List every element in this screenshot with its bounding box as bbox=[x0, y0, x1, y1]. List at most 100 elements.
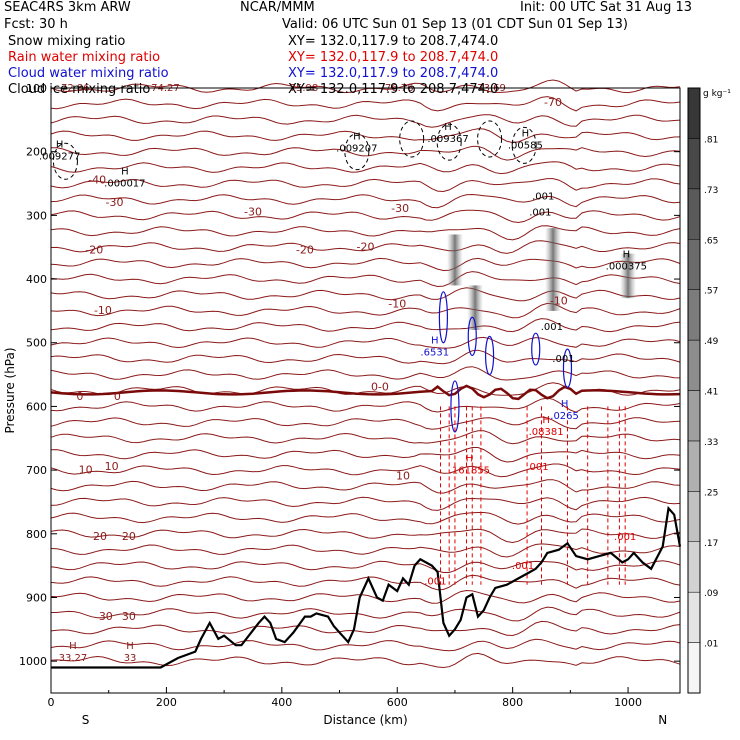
x-tick-label: 600 bbox=[387, 696, 408, 709]
colorbar-segment bbox=[687, 138, 701, 190]
isotherm-line bbox=[50, 225, 681, 241]
forecast-hour: Fcst: 30 h bbox=[4, 17, 68, 32]
max-marker: H bbox=[353, 132, 361, 143]
isotherm-top-value: -75.98 bbox=[286, 83, 318, 94]
max-value: .0265 bbox=[550, 411, 579, 422]
max-value: 33 bbox=[124, 653, 137, 664]
max-marker: H bbox=[444, 122, 452, 133]
colorbar-segment bbox=[687, 188, 701, 240]
y-tick-label: 200 bbox=[26, 146, 47, 159]
isotherm-line bbox=[50, 161, 681, 175]
isotherm-line bbox=[50, 496, 681, 511]
snow-shading bbox=[620, 253, 637, 299]
colorbar-segment bbox=[687, 491, 701, 543]
max-marker: H bbox=[126, 641, 134, 652]
field-snow-name: Snow mixing ratio bbox=[8, 34, 126, 49]
cloud-water-contour bbox=[467, 316, 477, 357]
cloud-ice-contour bbox=[477, 120, 503, 158]
max-value: .00585 bbox=[508, 141, 543, 152]
isotherm-label: -30 bbox=[105, 196, 123, 209]
cloud-water-contour bbox=[450, 380, 460, 433]
max-marker: H bbox=[623, 250, 631, 261]
cloud-ice-contour bbox=[52, 142, 78, 180]
temperature-isotherms bbox=[50, 79, 681, 669]
cloud-water-contour bbox=[562, 348, 573, 388]
max-value: .001 bbox=[541, 322, 563, 333]
max-value: .000017 bbox=[104, 179, 145, 190]
isotherm-line bbox=[50, 574, 681, 591]
isotherm-line bbox=[50, 271, 681, 288]
isotherm-line bbox=[50, 447, 681, 463]
isotherm-label: 0 bbox=[76, 390, 83, 403]
isotherm-top-value: -74.27 bbox=[148, 83, 180, 94]
isotherm-line bbox=[50, 302, 681, 319]
isotherm-label: -10 bbox=[550, 295, 568, 308]
isotherm-line bbox=[50, 479, 681, 494]
isotherm-label: -30 bbox=[391, 202, 409, 215]
isotherm-line bbox=[50, 620, 681, 637]
x-tick-label: 200 bbox=[156, 696, 177, 709]
y-tick-label: 300 bbox=[26, 209, 47, 222]
max-value: .000375 bbox=[606, 262, 647, 273]
isotherm-line bbox=[50, 209, 681, 224]
isotherm-line bbox=[50, 287, 681, 302]
snow-shading bbox=[446, 234, 463, 286]
isotherm-line bbox=[50, 96, 681, 112]
max-value: .08381 bbox=[529, 427, 564, 438]
x-axis-label: Distance (km) bbox=[323, 713, 407, 727]
field-snow-xy: XY= 132.0,117.9 to 208.7,474.0 bbox=[288, 34, 499, 49]
isotherm-label: -30 bbox=[244, 205, 262, 218]
colorbar-frame bbox=[687, 87, 701, 694]
model-title: SEAC4RS 3km ARW bbox=[4, 0, 131, 15]
colorbar-tick-label: .49 bbox=[704, 337, 719, 347]
isotherm-line bbox=[50, 512, 681, 525]
org-title: NCAR/MMM bbox=[240, 0, 315, 15]
max-value: .001 bbox=[529, 207, 551, 218]
isotherm-top-value: -76.76 bbox=[381, 83, 413, 94]
isotherm-line bbox=[50, 128, 681, 144]
colorbar-tick-label: .81 bbox=[704, 135, 718, 145]
x-endpoint-right: N bbox=[658, 713, 667, 727]
isotherm-label: -40 bbox=[88, 174, 106, 187]
max-value: .009277 bbox=[39, 151, 80, 162]
x-tick-label: 1000 bbox=[614, 696, 642, 709]
max-marker: H bbox=[542, 415, 550, 426]
isotherm-line bbox=[50, 528, 681, 544]
max-marker: H bbox=[561, 399, 569, 410]
colorbar-segment bbox=[687, 390, 701, 442]
field-cloudice-name: Cloud ice mixing ratio bbox=[8, 82, 151, 97]
y-tick-label: 600 bbox=[26, 400, 47, 413]
cloud-ice-contour bbox=[436, 123, 462, 161]
colorbar-segment bbox=[687, 289, 701, 341]
max-marker: H bbox=[466, 453, 474, 464]
max-value: .009367 bbox=[427, 134, 468, 145]
y-axis-label: Pressure (hPa) bbox=[3, 347, 17, 433]
isotherm-line bbox=[50, 638, 681, 652]
isotherm-line bbox=[50, 589, 681, 604]
hydrometeor-contours bbox=[52, 120, 637, 585]
y-tick-label: 100 bbox=[26, 82, 47, 95]
isotherm-label: 0-0 bbox=[371, 381, 389, 394]
colorbar-segment bbox=[687, 339, 701, 391]
cloud-water-contour bbox=[438, 291, 449, 344]
max-value: .001 bbox=[614, 532, 636, 543]
colorbar-segment bbox=[687, 541, 701, 593]
isotherm-top-value: 72.86 bbox=[61, 83, 90, 94]
max-value: .001 bbox=[512, 561, 534, 572]
colorbar-segment bbox=[687, 642, 701, 694]
x-tick-label: 800 bbox=[502, 696, 523, 709]
y-tick-label: 900 bbox=[26, 591, 47, 604]
isotherm-label: -70 bbox=[544, 96, 562, 109]
isotherm-label: 10 bbox=[79, 463, 93, 476]
isotherm-line bbox=[51, 145, 681, 161]
x-endpoint-left: S bbox=[82, 713, 90, 727]
terrain-profile bbox=[51, 505, 682, 669]
isotherm-label: -10 bbox=[388, 298, 406, 311]
colorbar-tick-label: .17 bbox=[704, 539, 718, 549]
isotherm-line bbox=[50, 178, 681, 193]
x-tick-label: 0 bbox=[48, 696, 55, 709]
isotherm-label: 30 bbox=[99, 610, 113, 623]
max-marker: H bbox=[522, 129, 530, 140]
isotherm-line bbox=[50, 543, 681, 558]
